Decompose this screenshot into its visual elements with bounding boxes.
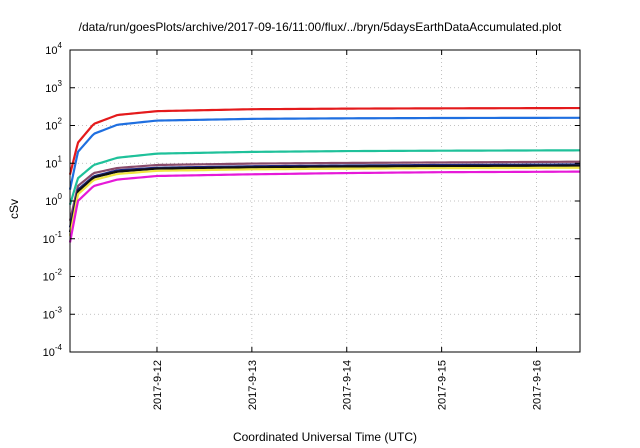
series-line-3 <box>68 149 581 205</box>
x-tick-label: 2017-9-14 <box>342 360 354 410</box>
x-tick-label: 2017-9-13 <box>247 360 259 410</box>
series-line-6 <box>68 164 581 233</box>
y-tick-label: 101 <box>45 154 62 170</box>
x-tick-label: 2017-9-15 <box>437 360 449 410</box>
y-tick-label: 104 <box>45 41 62 57</box>
y-tick-label: 10-4 <box>43 343 63 359</box>
y-tick-label: 102 <box>45 117 62 133</box>
axis-ticks: 104 103 102 101 100 10-1 10-2 10-3 10-4 2017-9-12… <box>43 41 580 410</box>
series-line-1 <box>68 106 581 175</box>
series-line-4 <box>68 160 581 221</box>
y-axis-label: cSv <box>7 198 22 220</box>
series-line-8 <box>68 170 581 243</box>
x-tick-label: 2017-9-12 <box>152 360 164 410</box>
series-lines <box>68 106 581 243</box>
x-axis-label: Coordinated Universal Time (UTC) <box>232 430 418 444</box>
y-tick-label: 100 <box>45 192 62 208</box>
y-tick-label: 10-3 <box>43 305 63 321</box>
y-tick-label: 10-1 <box>43 230 63 246</box>
series-line-2 <box>68 116 581 190</box>
x-tick-label: 2017-9-16 <box>532 360 544 410</box>
y-tick-label: 103 <box>45 79 62 95</box>
grid-lines <box>70 50 580 352</box>
chart-title: /data/run/goesPlots/archive/2017-09-16/1… <box>78 20 562 34</box>
series-line-7 <box>68 166 581 236</box>
y-tick-label: 10-2 <box>43 268 63 284</box>
